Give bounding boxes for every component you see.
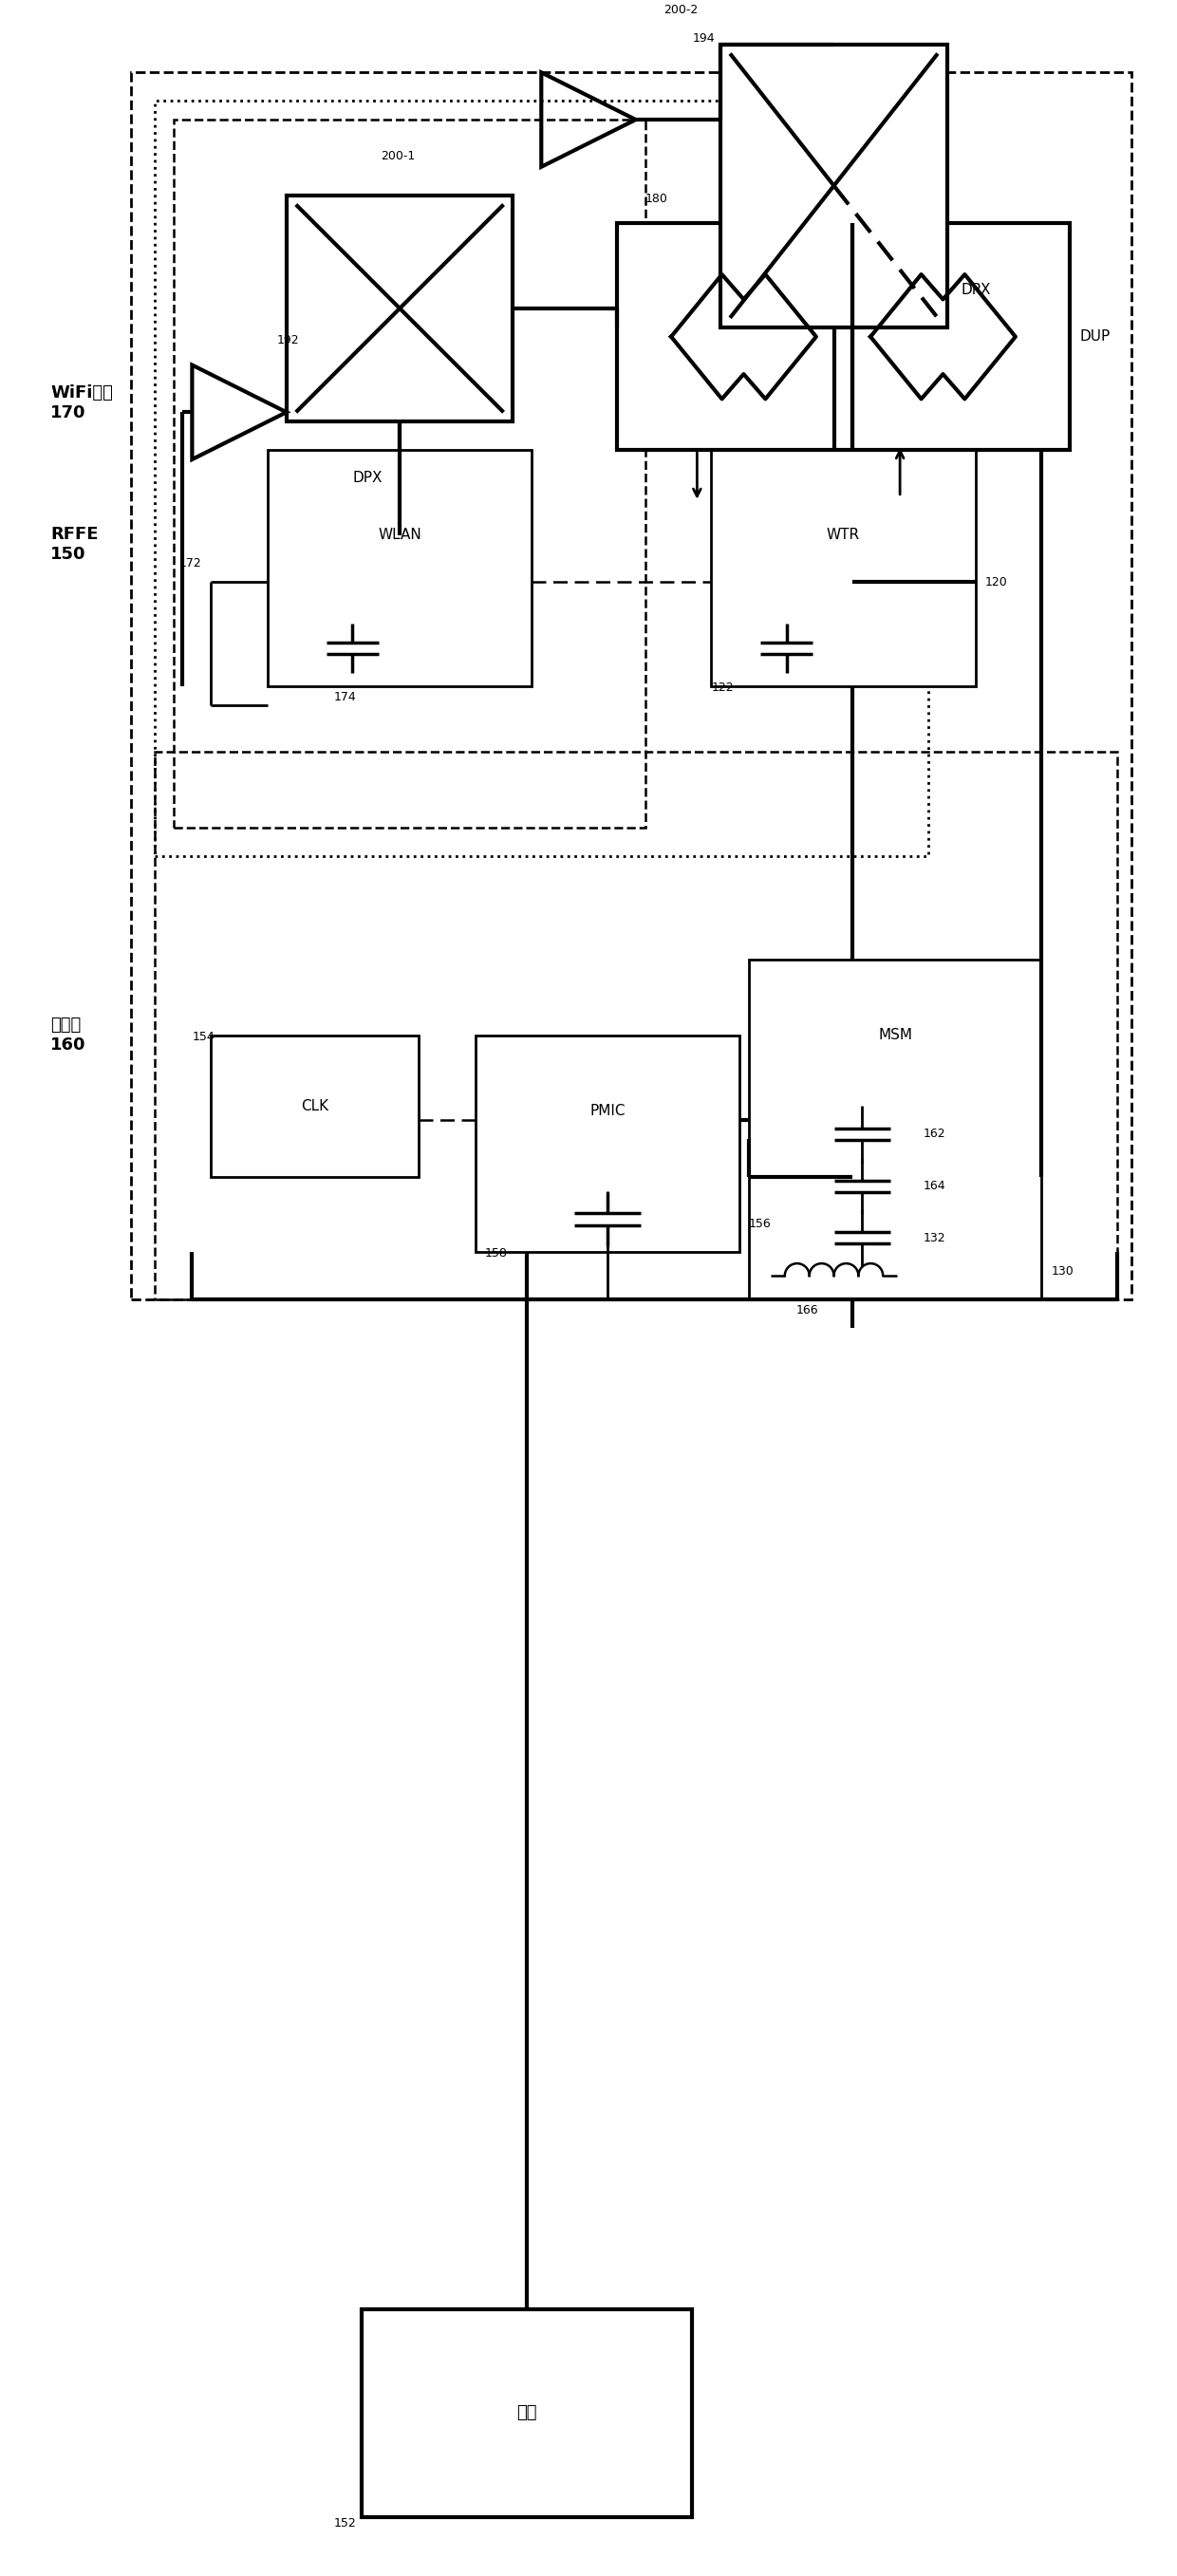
Text: 174: 174	[333, 690, 357, 703]
Text: WLAN: WLAN	[378, 528, 421, 541]
Text: 162: 162	[924, 1128, 946, 1141]
Text: 130: 130	[1051, 1265, 1073, 1278]
Text: CLK: CLK	[301, 1100, 328, 1113]
Bar	[211, 1036, 419, 1177]
Bar	[131, 72, 1131, 1298]
Text: WTR: WTR	[826, 528, 860, 541]
Text: 200-1: 200-1	[381, 149, 415, 162]
Bar	[286, 196, 513, 422]
Bar	[476, 1036, 739, 1252]
Text: DUP: DUP	[1079, 330, 1110, 343]
Text: 电源: 电源	[517, 2403, 538, 2421]
Text: RFFE
150: RFFE 150	[51, 526, 99, 562]
Text: 152: 152	[333, 2517, 357, 2530]
Text: 164: 164	[924, 1180, 946, 1193]
Text: 200-2: 200-2	[664, 3, 698, 15]
Bar	[173, 118, 645, 827]
Text: 172: 172	[179, 556, 201, 569]
Bar	[154, 100, 929, 855]
Text: 132: 132	[924, 1231, 946, 1244]
Bar	[363, 2308, 692, 2517]
Text: 158: 158	[485, 1247, 507, 1260]
Text: 156: 156	[749, 1218, 771, 1229]
Text: 192: 192	[277, 335, 299, 345]
Text: MSM: MSM	[878, 1028, 912, 1043]
Text: 120: 120	[985, 577, 1008, 587]
Text: DPX: DPX	[353, 471, 383, 484]
Text: 166: 166	[796, 1303, 818, 1316]
Bar	[749, 961, 1042, 1298]
Text: 154: 154	[192, 1030, 214, 1043]
Text: 194: 194	[692, 31, 714, 44]
Bar	[617, 224, 1070, 451]
Text: PMIC: PMIC	[590, 1103, 625, 1118]
Text: 122: 122	[711, 680, 733, 693]
Text: DPX: DPX	[962, 283, 991, 296]
Bar	[267, 451, 532, 685]
Text: 180: 180	[645, 193, 667, 204]
Text: WiFi模块
170: WiFi模块 170	[51, 384, 113, 420]
Bar	[720, 44, 947, 327]
Bar	[711, 451, 976, 685]
Bar	[154, 752, 1117, 1298]
Text: 芯片组
160: 芯片组 160	[51, 1018, 86, 1054]
